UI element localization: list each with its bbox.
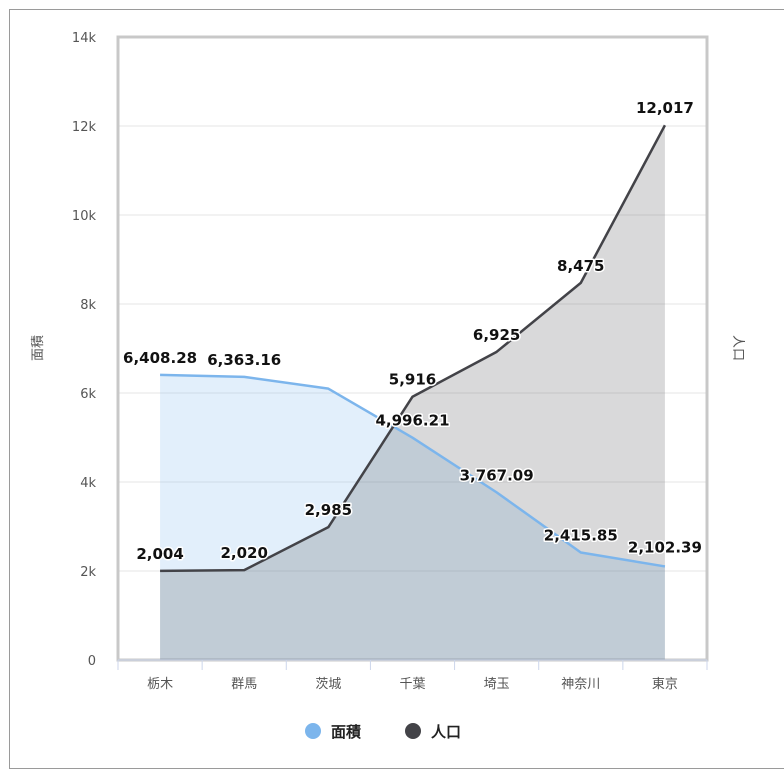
data-label: 6,408.28 (123, 349, 197, 367)
data-label: 5,916 (389, 371, 436, 389)
legend-label-area: 面積 (331, 723, 362, 741)
data-point[interactable] (663, 564, 667, 568)
y-axis-title-left: 面積 (31, 335, 46, 361)
legend-item-population[interactable]: 人口 (405, 723, 461, 741)
series-line[interactable] (160, 373, 666, 568)
area-chart: 0 2k 4k 6k 8k 10k 12k 14k 栃木 群馬 茨城 千葉 埼玉 神奈川 東京 6,408… (31, 31, 745, 741)
data-point[interactable] (242, 375, 246, 379)
data-label: 2,004 (136, 545, 183, 563)
series-area-fill (160, 125, 665, 660)
data-point[interactable] (495, 350, 499, 354)
x-tick-label: 栃木 (147, 677, 173, 692)
data-point[interactable] (495, 490, 499, 494)
y-tick-label: 14k (72, 31, 97, 46)
data-point[interactable] (326, 387, 330, 391)
chart-frame (9, 9, 784, 769)
y-tick-label: 12k (72, 120, 97, 135)
data-label: 2,415.85 (544, 526, 618, 544)
data-point[interactable] (411, 436, 415, 440)
y-tick-label: 2k (80, 565, 96, 580)
data-label: 6,925 (473, 326, 520, 344)
series-line[interactable] (160, 124, 667, 573)
data-label: 12,017 (636, 99, 694, 117)
data-label: 8,475 (557, 257, 604, 275)
data-point[interactable] (663, 123, 667, 127)
data-point[interactable] (579, 550, 583, 554)
data-label: 4,996.21 (375, 412, 449, 430)
data-point[interactable] (158, 373, 162, 377)
data-point[interactable] (242, 568, 246, 572)
x-tick-label: 群馬 (231, 677, 257, 692)
legend-label-population: 人口 (431, 723, 461, 741)
x-tick-label: 千葉 (399, 677, 425, 692)
x-axis-ticks: 栃木 群馬 茨城 千葉 埼玉 神奈川 東京 (147, 676, 678, 692)
y-axis-title-right: 人口 (730, 335, 745, 361)
y-tick-label: 4k (80, 476, 96, 491)
legend-marker-population (405, 723, 421, 739)
data-label: 2,102.39 (628, 538, 702, 556)
data-point[interactable] (326, 525, 330, 529)
data-point[interactable] (411, 395, 415, 399)
data-label: 3,767.09 (460, 466, 534, 484)
y-tick-label: 10k (72, 209, 97, 224)
data-label: 2,985 (305, 501, 352, 519)
x-tick-label: 埼玉 (484, 677, 510, 692)
y-tick-label: 0 (88, 654, 96, 669)
data-point[interactable] (158, 569, 162, 573)
data-label: 6,363.16 (207, 351, 281, 369)
legend-item-area[interactable]: 面積 (305, 723, 362, 741)
legend-marker-area (305, 723, 321, 739)
x-tick-label: 神奈川 (561, 677, 600, 692)
series-areas (158, 123, 667, 660)
x-tick-label: 東京 (652, 676, 678, 692)
x-tick-label: 茨城 (315, 677, 341, 692)
data-label: 2,020 (220, 544, 267, 562)
legend: 面積 人口 (305, 723, 461, 741)
series-area-fill (160, 374, 665, 660)
y-tick-label: 8k (80, 298, 96, 313)
y-tick-label: 6k (80, 387, 96, 402)
x-axis (117, 659, 708, 670)
data-labels: 6,408.28 6,363.16 4,996.21 3,767.09 2,415.85… (122, 98, 704, 565)
y-axis-ticks: 0 2k 4k 6k 8k 10k 12k 14k (72, 31, 97, 669)
data-point[interactable] (579, 281, 583, 285)
